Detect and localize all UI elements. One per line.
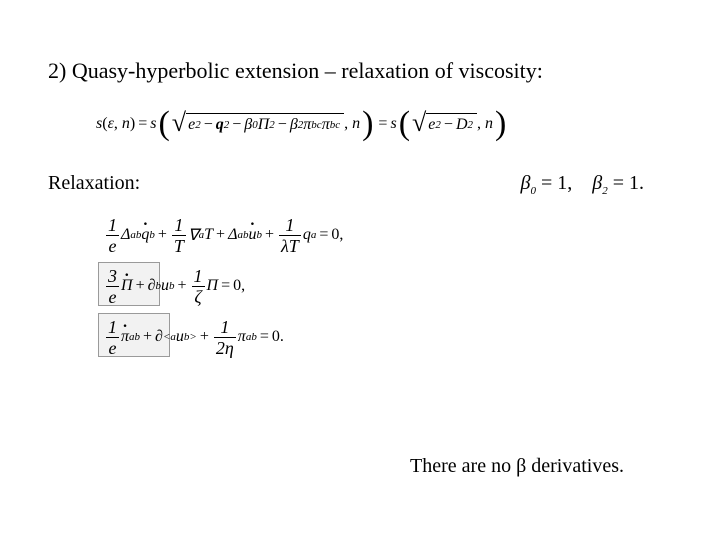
main-equation: s(ε, n) = s( √ e2 −q2 −β0Π2 −β2πbcπbc , … — [96, 112, 672, 136]
equation-row: 3e Π + ∂bub + 1ζ Π =0, — [104, 266, 672, 307]
relaxation-row: Relaxation: β0=1, β2=1. — [48, 172, 672, 197]
main-equation-math: s(ε, n) = s( √ e2 −q2 −β0Π2 −β2πbcπbc , … — [96, 112, 508, 136]
sqrt-icon: √ e2−D2 — [412, 113, 477, 134]
slide-page: 2) Quasy-hyperbolic extension – relaxati… — [0, 0, 720, 540]
sqrt-icon: √ e2 −q2 −β0Π2 −β2πbcπbc — [172, 113, 344, 134]
section-heading: 2) Quasy-hyperbolic extension – relaxati… — [48, 58, 672, 84]
equation-row: 1e πab + ∂<aub> + 12η πab =0. — [104, 317, 672, 358]
footer-note: There are no β derivatives. — [410, 455, 624, 478]
relaxation-equations: 1e Δabqb + 1T ∇aT + Δabub + 1λT qa =0, 3… — [104, 215, 672, 358]
equation-row: 1e Δabqb + 1T ∇aT + Δabub + 1λT qa =0, — [104, 215, 672, 256]
relaxation-label: Relaxation: — [48, 172, 140, 195]
beta-condition: β0=1, β2=1. — [521, 172, 673, 197]
